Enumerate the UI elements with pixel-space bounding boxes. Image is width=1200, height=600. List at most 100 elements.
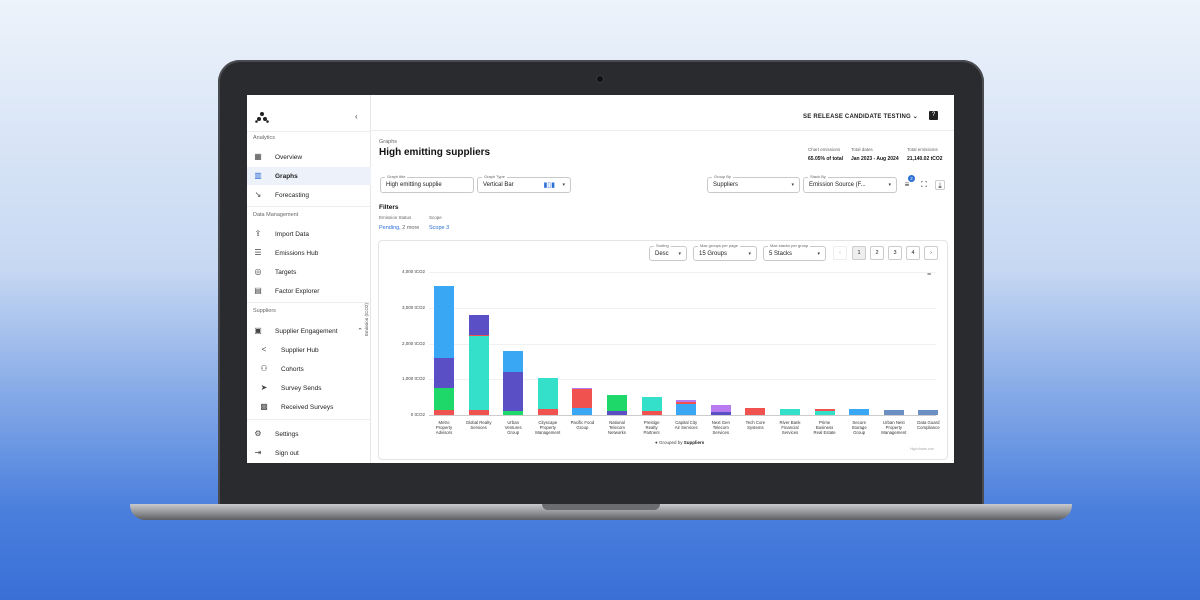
bar-segment[interactable] [849,409,870,415]
sidebar-item-cohorts[interactable]: ⚇ Cohorts [247,360,371,378]
graph-title-input[interactable]: Graph title High emitting supplie [380,174,474,193]
bar-segment[interactable] [572,407,593,415]
emission-status-filter[interactable]: Pending, 2 more [379,225,419,231]
stat-total-emissions: Total emissions 21,140.02 tCO2 [907,147,943,162]
bar-segment[interactable] [710,404,731,413]
field-label: Graph title [385,174,408,179]
bar-segment[interactable] [468,409,489,415]
bar-segment[interactable] [503,372,524,412]
x-tick-label: Tech Core Systems [745,420,766,431]
x-tick-label: Metro Property Advisors [435,420,453,436]
workspace-selector[interactable]: SE RELEASE CANDIDATE TESTING ⌄ [803,113,918,120]
sorting-select[interactable]: Sorting Desc ▾ [649,243,687,261]
bar-segment[interactable] [676,403,697,415]
sidebar-item-emissions-hub[interactable]: ☰ Emissions Hub [247,244,371,262]
bar-segment[interactable] [572,389,593,408]
bar-segment[interactable] [676,400,697,402]
trend-icon: ↘ [254,190,262,199]
next-page-button[interactable]: › [924,246,938,260]
sidebar-item-sign-out[interactable]: ⇥ Sign out [247,444,371,462]
sidebar-item-settings[interactable]: ⚙ Settings [247,425,371,443]
sidebar-item-survey-sends[interactable]: ➤ Survey Sends [247,379,371,397]
bar-segment[interactable] [607,410,627,415]
gear-icon: ⚙ [254,429,262,438]
bar-segment[interactable] [641,396,662,412]
sidebar-item-import-data[interactable]: ⇪ Import Data [247,225,371,243]
sidebar-item-supplier-hub[interactable]: < Supplier Hub [247,341,371,359]
bar-segment[interactable] [676,401,697,404]
field-label: Stack By [808,174,828,179]
group-by-select[interactable]: Group By Suppliers ▾ [707,174,800,193]
sidebar-item-targets[interactable]: ◎ Targets [247,263,371,281]
sidebar-item-graphs[interactable]: ▥ Graphs [247,167,371,185]
page-button-4[interactable]: 4 [906,246,920,260]
chevron-down-icon: ▾ [817,251,820,257]
fullscreen-icon[interactable]: ⛶ [921,180,927,189]
chart-menu-icon[interactable]: ≡ [927,271,932,278]
bar-segment[interactable] [814,410,835,415]
page-button-3[interactable]: 3 [888,246,902,260]
bar-segment[interactable] [537,408,558,415]
sidebar-item-supplier-engagement[interactable]: ▣ Supplier Engagement ⌃ [247,322,371,340]
bar-segment[interactable] [503,411,524,415]
send-icon: ➤ [260,383,268,392]
prev-page-button[interactable]: ‹ [833,246,847,260]
emission-status-label: Emission Status [379,215,412,220]
page-button-2[interactable]: 2 [870,246,884,260]
field-value: 15 Groups [699,251,728,257]
x-tick-label: National Telecom Networks [608,420,626,436]
y-axis-label: Emission (tCO2) [364,302,369,336]
page-title: High emitting suppliers [379,147,491,158]
download-icon[interactable]: ⤓ [935,180,945,190]
bar-segment[interactable] [434,357,454,389]
graph-type-select[interactable]: Graph Type Vertical Bar ▮▯▮ ▾ [477,174,571,193]
sidebar-item-factor-explorer[interactable]: ▤ Factor Explorer [247,282,371,300]
bar-segment[interactable] [434,409,454,415]
bar-segment[interactable] [607,394,627,411]
camera [597,76,603,82]
bar-segment[interactable] [710,412,731,415]
x-tick-label: Data Guard Compliance [917,420,940,431]
collapse-sidebar-icon[interactable]: ‹ [355,112,358,121]
table-icon: ▤ [254,286,262,295]
bar-segment[interactable] [918,409,939,415]
bar-segment[interactable] [468,314,489,335]
x-tick-label: Next Gen Telecom Services [711,420,730,436]
scope-filter[interactable]: Scope 3 [429,225,450,231]
bar-segment[interactable] [537,378,558,409]
laptop-notch [542,504,660,510]
divider [247,206,371,207]
field-value: Emission Source (F... [809,182,866,188]
bar-segment[interactable] [745,407,766,415]
bar-segment[interactable] [780,408,800,415]
page-button-1[interactable]: 1 [852,246,866,260]
bar-segment[interactable] [814,408,835,411]
bar-segment[interactable] [641,411,662,415]
max-groups-select[interactable]: Max groups per page 15 Groups ▾ [693,243,757,261]
chevron-up-icon: ⌃ [357,328,363,335]
x-tick-label: Prime Business Real Estate [813,420,836,436]
sidebar-item-received-surveys[interactable]: ▩ Received Surveys [247,398,371,416]
workspace-label: SE RELEASE CANDIDATE TESTING [803,114,911,120]
sidebar-item-forecasting[interactable]: ↘ Forecasting [247,186,371,204]
sidebar-item-label: Overview [275,153,303,161]
breadcrumb[interactable]: Graphs [379,139,398,145]
sidebar-item-overview[interactable]: ▦ Overview [247,148,371,166]
bar-segment[interactable] [434,388,454,410]
field-value: Desc [655,251,669,257]
max-stacks-select[interactable]: Max stacks per group 5 Stacks ▾ [763,243,826,261]
bar-segment[interactable] [468,336,489,410]
sidebar-item-label: Import Data [275,230,309,238]
group-icon: ⚇ [260,364,268,373]
sidebar-item-label: Sign out [275,449,299,457]
filter-more: 2 more [402,225,420,231]
bar-segment[interactable] [572,388,593,390]
bar-segment[interactable] [503,351,524,373]
filter-icon[interactable]: ≡ [904,180,910,189]
stack-by-select[interactable]: Stack By Emission Source (F... ▾ [803,174,897,193]
bar-segment[interactable] [883,409,904,415]
section-analytics: Analytics [253,135,276,141]
bar-segment[interactable] [468,334,489,337]
help-icon[interactable]: ? [929,111,938,120]
bar-segment[interactable] [434,286,454,358]
